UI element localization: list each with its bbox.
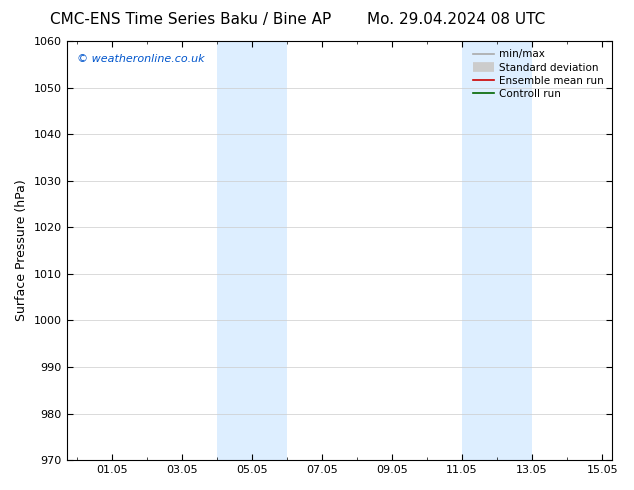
- Text: Mo. 29.04.2024 08 UTC: Mo. 29.04.2024 08 UTC: [367, 12, 546, 27]
- Legend: min/max, Standard deviation, Ensemble mean run, Controll run: min/max, Standard deviation, Ensemble me…: [470, 46, 607, 102]
- Bar: [462, 41, 497, 460]
- Bar: [497, 41, 532, 460]
- Text: CMC-ENS Time Series Baku / Bine AP: CMC-ENS Time Series Baku / Bine AP: [49, 12, 331, 27]
- Bar: [217, 41, 252, 460]
- Text: © weatheronline.co.uk: © weatheronline.co.uk: [77, 53, 205, 64]
- Bar: [252, 41, 287, 460]
- Y-axis label: Surface Pressure (hPa): Surface Pressure (hPa): [15, 180, 28, 321]
